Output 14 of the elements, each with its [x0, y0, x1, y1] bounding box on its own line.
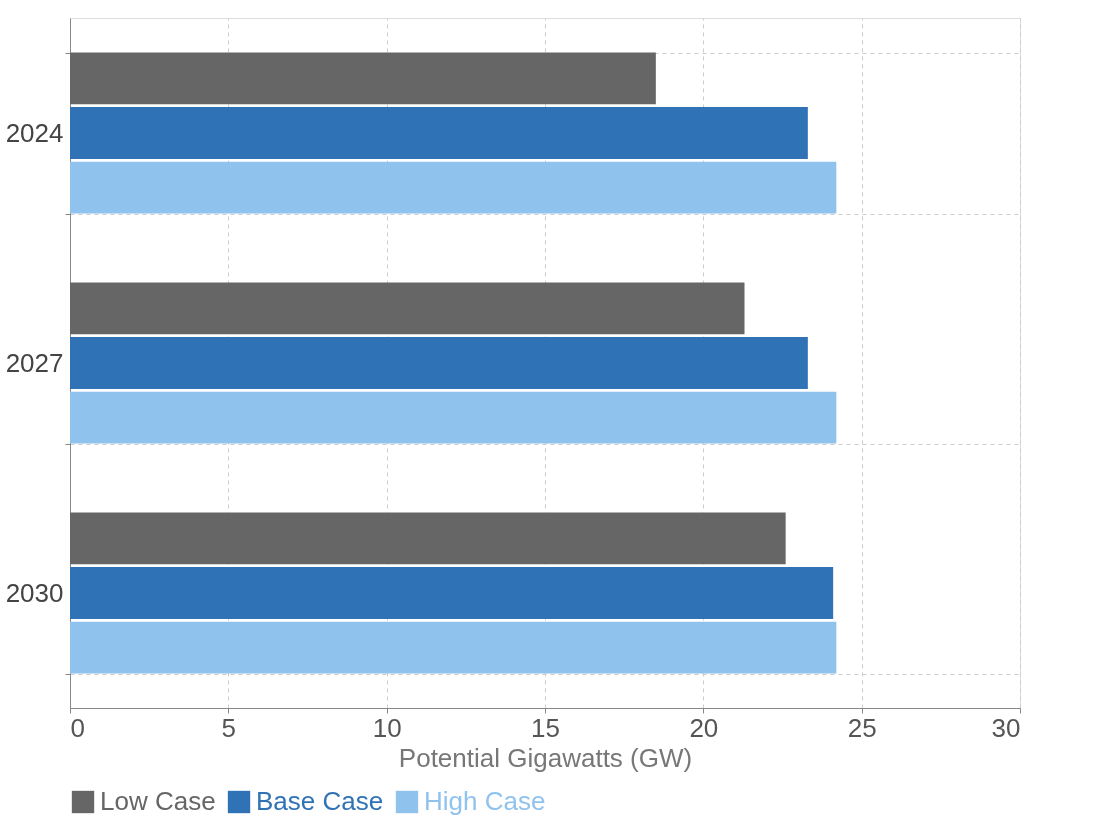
- x-tick-label: 0: [70, 712, 85, 743]
- y-tick-label: 2024: [5, 117, 64, 148]
- x-tick-label: 10: [372, 712, 402, 743]
- x-tick-label: 5: [221, 712, 237, 743]
- y-tick-label: 2030: [5, 577, 64, 608]
- x-tick-label: 30: [991, 712, 1021, 743]
- legend-label: Low Case: [100, 786, 216, 816]
- x-tick-label: 25: [847, 712, 877, 743]
- x-axis-title: Potential Gigawatts (GW): [398, 742, 693, 773]
- legend-label: High Case: [424, 786, 546, 816]
- legend-label: Base Case: [256, 786, 384, 816]
- x-tick-label: 15: [531, 712, 560, 743]
- y-tick-label: 2027: [5, 347, 64, 378]
- x-tick-label: 20: [689, 712, 719, 743]
